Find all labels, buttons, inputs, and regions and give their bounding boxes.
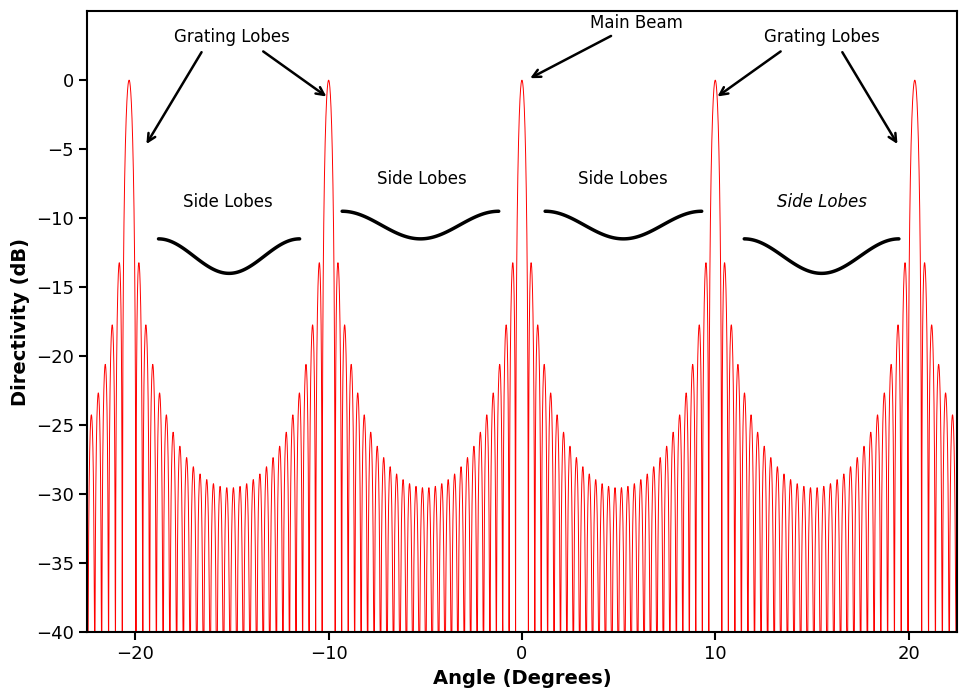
Text: Main Beam: Main Beam [532,14,682,77]
Text: Side Lobes: Side Lobes [377,170,467,188]
Text: Side Lobes: Side Lobes [183,193,273,211]
Text: Side Lobes: Side Lobes [776,193,866,211]
Y-axis label: Directivity (dB): Directivity (dB) [11,238,30,405]
Text: Side Lobes: Side Lobes [578,170,667,188]
Text: Grating Lobes: Grating Lobes [174,28,289,45]
X-axis label: Angle (Degrees): Angle (Degrees) [433,669,611,688]
Text: Grating Lobes: Grating Lobes [764,28,880,45]
